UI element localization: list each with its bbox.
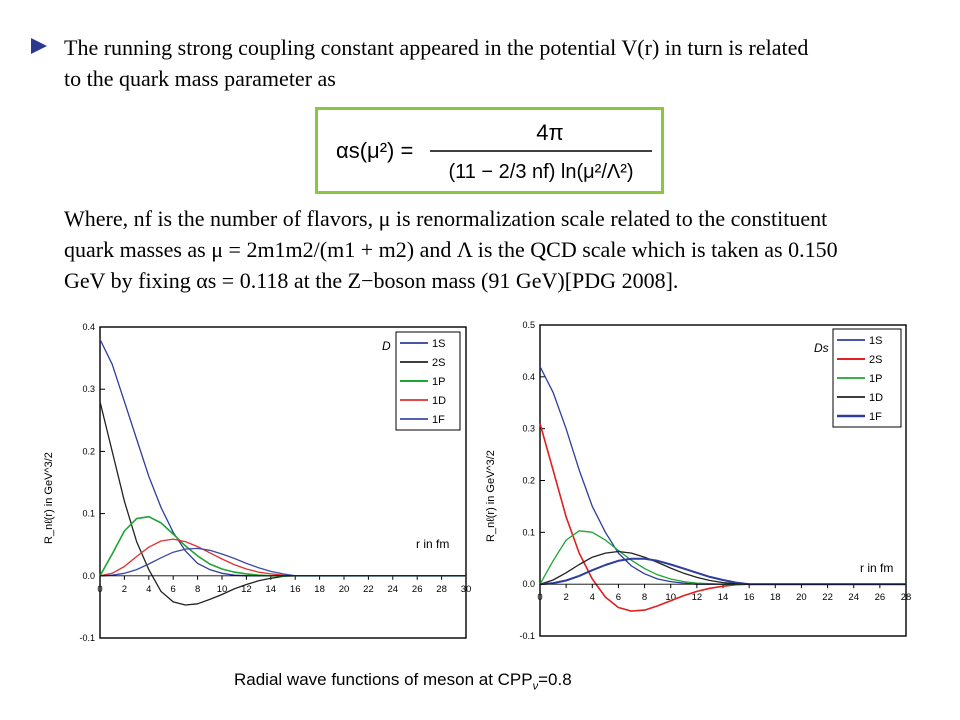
d-ytick-label: 0.3: [82, 384, 95, 394]
d-xtick-label: 18: [314, 584, 325, 595]
ds-y-axis-label: R_nℓ(r) in GeV^3/2: [485, 450, 497, 542]
d-ytick-label: 0.2: [82, 446, 95, 456]
chart-d-meson: 0.4 0.3 0.2 0.1 0.0 -0.1 0 2 4 6 8 10 12 14 16 18 20 22 24…: [38, 312, 478, 644]
ds-xtick-label: 12: [692, 592, 703, 603]
ds-xtick-label: 6: [616, 592, 621, 603]
ds-legend-label: 1D: [869, 392, 883, 404]
d-xtick-label: 8: [195, 584, 200, 595]
paragraph-intro-line2: to the quark mass parameter as: [64, 66, 336, 91]
paragraph-explanation: Where, nf is the number of flavors, μ is…: [64, 203, 944, 296]
chart-d-svg: 0.40.30.20.10.0-0.10 2 4 6 8 10 12 14 16 18 20 22 24…: [43, 322, 472, 643]
ds-ytick-label: 0.4: [522, 372, 535, 382]
formula-numerator: 4π: [536, 120, 563, 145]
paragraph-intro-line1: The running strong coupling constant app…: [64, 35, 809, 60]
d-series-1d-line: [99, 538, 466, 577]
ds-legend-label: 2S: [869, 354, 882, 366]
ds-ytick-label: 0.1: [522, 527, 535, 537]
paragraph-explanation-line2: quark masses as μ = 2m1m2/(m1 + m2) and …: [64, 237, 838, 262]
d-chart-title: D: [382, 339, 391, 353]
d-xtick-label: 10: [217, 584, 228, 595]
ds-xtick-label: 10: [665, 592, 676, 603]
ds-x-axis-label: r in fm: [860, 561, 893, 575]
d-ytick-label: 0.0: [82, 571, 95, 581]
d-legend-label: 1S: [432, 338, 445, 350]
d-legend-label: 1D: [432, 395, 446, 407]
d-xtick-label: 20: [339, 584, 350, 595]
d-ytick-label: -0.1: [79, 633, 95, 643]
d-xtick-label: 24: [388, 584, 399, 595]
d-xtick-label: 22: [363, 584, 374, 595]
ds-xtick-label: 16: [744, 592, 755, 603]
ds-xtick-label: 28: [901, 592, 912, 603]
d-y-axis-label: R_nℓ(r) in GeV^3/2: [43, 452, 55, 544]
paragraph-explanation-line3: GeV by fixing αs = 0.118 at the Z−boson …: [64, 268, 679, 293]
paragraph-intro: The running strong coupling constant app…: [64, 32, 944, 94]
chart-ds-svg: 0.50.40.30.20.10.0-0.10 2 4 6 8 10 12 14 16 18 20 2…: [485, 320, 912, 641]
ds-xtick-label: 2: [563, 592, 568, 603]
ds-ytick-label: 0.0: [522, 579, 535, 589]
d-xtick-label: 12: [241, 584, 252, 595]
chart-ds-meson: 0.5 0.4 0.3 0.2 0.1 0.0 -0.1 0 2 4 6 8 10 12 14 16 18 20 2…: [480, 312, 918, 644]
ds-legend-label: 1F: [869, 411, 882, 423]
bullet-arrow-icon: [31, 38, 47, 54]
paragraph-explanation-line1: Where, nf is the number of flavors, μ is…: [64, 206, 828, 231]
formula-lhs: αs(μ²) =: [336, 138, 413, 163]
ds-xtick-label: 24: [848, 592, 859, 603]
d-xtick-label: 30: [461, 584, 472, 595]
ds-legend-label: 1S: [869, 335, 882, 347]
d-xtick-label: 6: [171, 584, 176, 595]
formula-box: αs(μ²) = 4π (11 − 2/3 nf) ln(μ²/Λ²): [315, 107, 664, 194]
formula-denominator: (11 − 2/3 nf) ln(μ²/Λ²): [448, 161, 633, 183]
ds-series-1f-line: [539, 557, 906, 586]
d-legend-label: 1P: [432, 376, 445, 388]
d-xtick-label: 4: [146, 584, 151, 595]
ds-xtick-label: 4: [590, 592, 595, 603]
ds-legend-label: 1P: [869, 373, 882, 385]
ds-ytick-label: 0.5: [522, 320, 535, 330]
ds-ytick-label: 0.2: [522, 476, 535, 486]
formula: αs(μ²) = 4π (11 − 2/3 nf) ln(μ²/Λ²): [336, 120, 652, 183]
ds-xtick-label: 0: [537, 592, 542, 603]
ds-chart-title: Ds: [814, 341, 829, 355]
ds-xtick-label: 26: [875, 592, 886, 603]
d-xtick-label: 0: [97, 584, 102, 595]
caption-value: =0.8: [538, 670, 572, 689]
ds-xtick-label: 22: [822, 592, 833, 603]
ds-ytick-label: 0.3: [522, 424, 535, 434]
ds-series-2s-line: [539, 423, 906, 612]
ds-xtick-label: 20: [796, 592, 807, 603]
ds-xtick-label: 18: [770, 592, 781, 603]
d-xtick-label: 16: [290, 584, 301, 595]
d-ytick-label: 0.4: [82, 322, 95, 332]
ds-xtick-label: 14: [718, 592, 729, 603]
d-series-1f-line: [99, 547, 466, 577]
caption-main: Radial wave functions of meson at CPP: [234, 670, 533, 689]
ds-xtick-label: 8: [642, 592, 647, 603]
d-legend-label: 2S: [432, 357, 445, 369]
d-xtick-label: 2: [122, 584, 127, 595]
d-ytick-label: 0.1: [82, 509, 95, 519]
figure-caption: Radial wave functions of meson at CPPν=0…: [234, 670, 572, 692]
d-xtick-label: 28: [436, 584, 447, 595]
d-x-axis-label: r in fm: [416, 537, 449, 551]
d-legend-label: 1F: [432, 414, 445, 426]
d-xtick-label: 26: [412, 584, 423, 595]
caption-sub: ν: [532, 680, 539, 693]
ds-ytick-label: -0.1: [519, 631, 535, 641]
d-xtick-label: 14: [266, 584, 277, 595]
